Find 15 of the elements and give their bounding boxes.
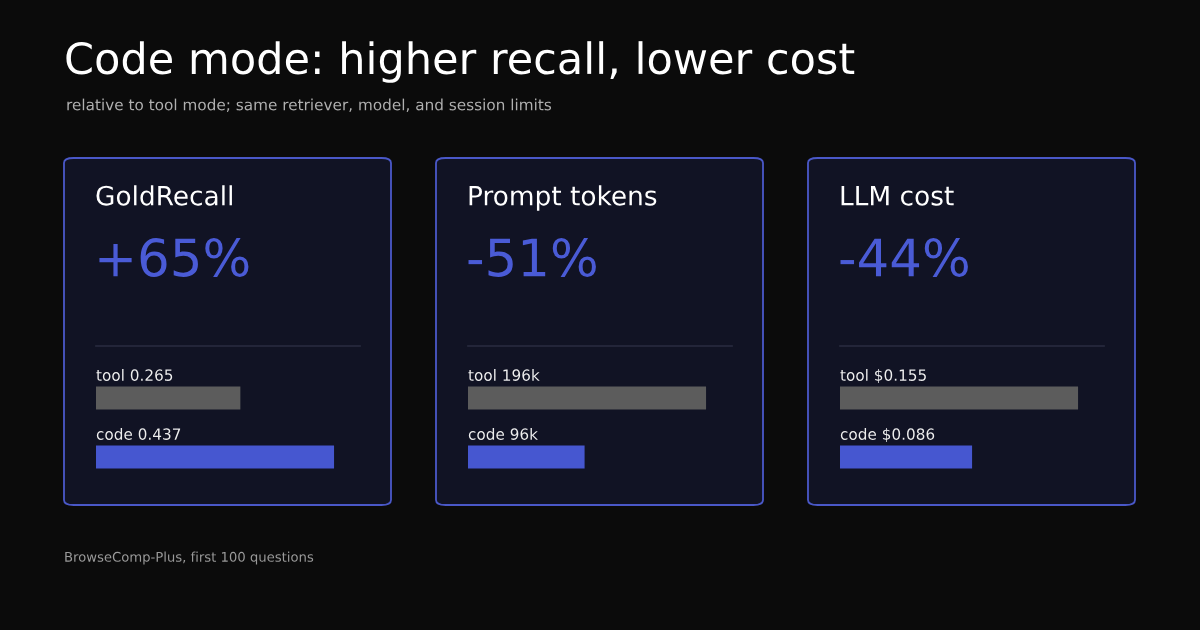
chart-title: Prompt tokens	[469, 185, 657, 211]
text: -44%	[840, 238, 968, 277]
text: relative to tool mode; same retriever, model, and session limits	[67, 98, 552, 112]
chart-title: GoldRecall	[96, 185, 232, 206]
data-label: tool 196k	[468, 369, 540, 381]
text: BrowseComp-Plus, first 100 questions	[65, 551, 314, 565]
text: +65%	[99, 238, 249, 277]
text: Code mode: higher recall, lower cost	[66, 41, 855, 83]
data-label: code 96k	[468, 428, 538, 440]
data-label: code $0.086	[840, 428, 935, 442]
chart-title: LLM cost	[841, 186, 954, 206]
text: -51%	[468, 238, 596, 277]
data-label: tool $0.155	[840, 369, 926, 383]
data-label: code 0.437	[96, 428, 181, 440]
data-label: tool 0.265	[96, 369, 173, 381]
